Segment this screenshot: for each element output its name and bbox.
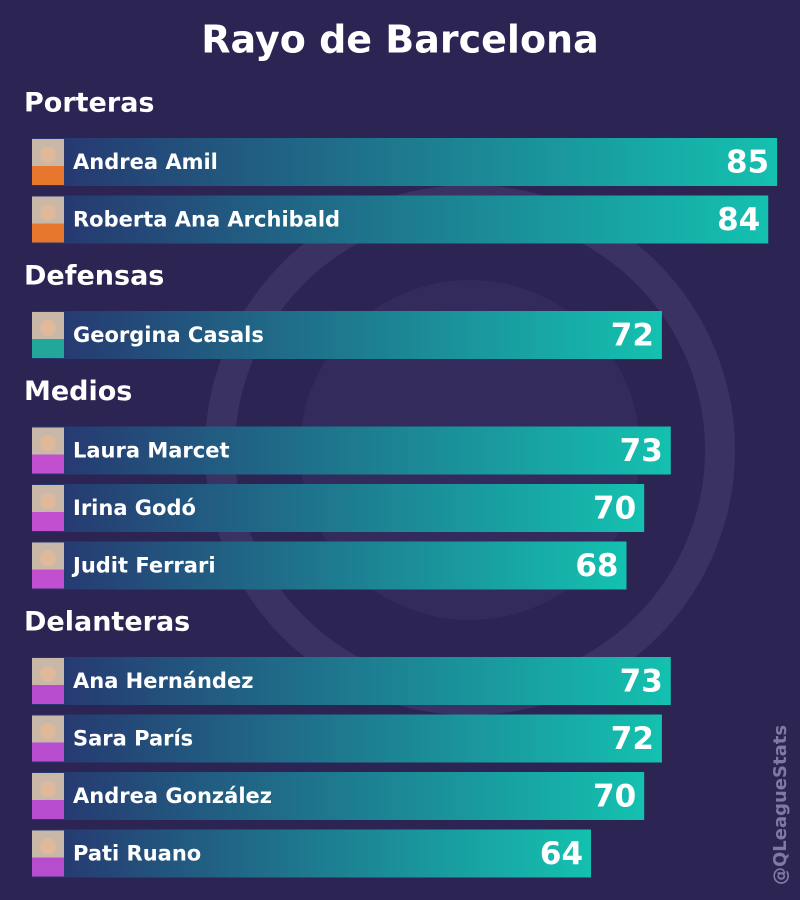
value-label: 73 [620,433,663,469]
player-head [40,435,56,452]
chart-title: Rayo de Barcelona [201,18,599,62]
value-label: 73 [620,664,663,700]
value-label: 72 [611,721,654,757]
bar [32,657,671,705]
player-name: Sara París [73,727,193,751]
player-name: Judit Ferrari [71,554,216,578]
player-jersey [32,569,64,589]
player-head [40,550,56,567]
bar [32,311,662,359]
player-head [40,838,56,855]
group-label: Porteras [24,88,154,119]
player-jersey [32,800,64,819]
player-name: Andrea Amil [73,150,218,174]
value-label: 70 [593,491,636,527]
bar [32,484,645,532]
player-jersey [32,512,64,531]
player-name: Laura Marcet [73,439,230,463]
player-jersey [32,742,64,762]
player-jersey [32,454,64,474]
player-name: Ana Hernández [73,669,253,693]
player-jersey [32,685,64,704]
value-label: 85 [726,145,769,181]
value-label: 72 [611,318,654,354]
group-label: Medios [24,376,132,407]
player-head [40,320,56,336]
player-name: Roberta Ana Archibald [73,208,340,232]
value-label: 68 [575,548,618,584]
bar [32,714,662,763]
player-head [40,723,56,740]
player-jersey [32,166,64,185]
player-head [40,493,56,509]
player-name: Andrea González [73,784,272,808]
bar [32,426,671,475]
bar [32,772,645,820]
group-label: Delanteras [24,607,190,638]
player-head [40,147,56,163]
bar [32,829,592,878]
player-name: Irina Godó [73,496,196,520]
player-name: Pati Ruano [73,842,201,866]
bar [32,138,778,186]
player-jersey [32,339,64,358]
player-head [40,666,56,682]
watermark: @QLeagueStats [770,725,791,885]
player-name: Georgina Casals [73,323,264,347]
group-label: Defensas [24,261,164,292]
player-jersey [32,223,64,243]
player-head [40,204,56,221]
player-head [40,781,56,797]
player-jersey [32,857,64,877]
bar [32,541,627,590]
value-label: 64 [540,836,583,872]
bar [32,195,769,244]
value-label: 70 [593,779,636,815]
value-label: 84 [717,202,760,238]
